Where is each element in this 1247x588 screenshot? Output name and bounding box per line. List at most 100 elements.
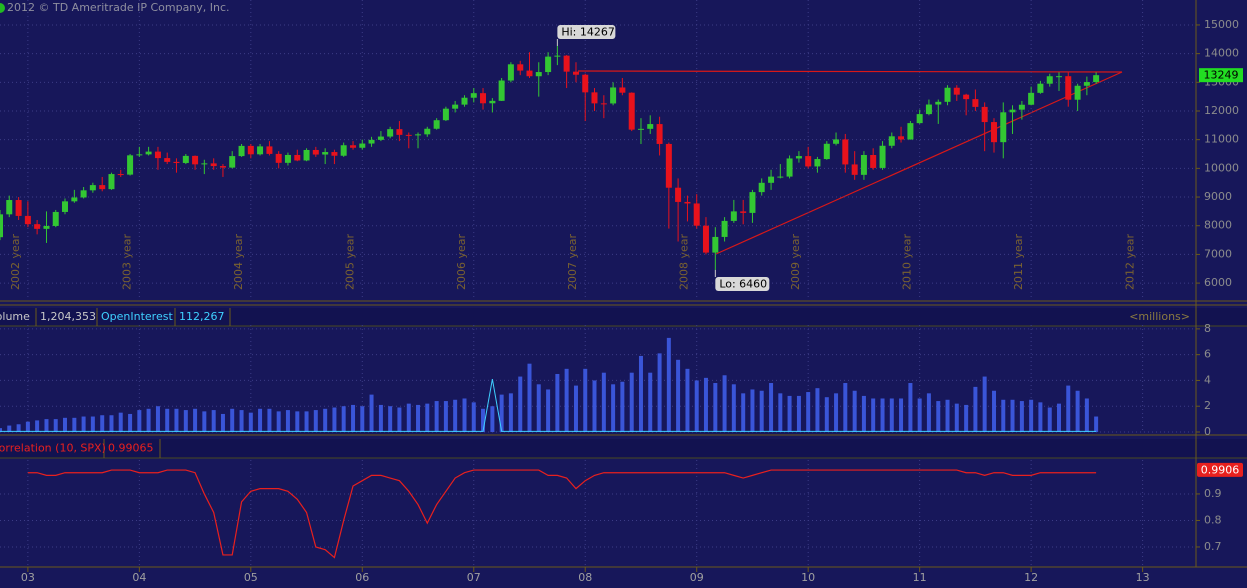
volume-bar	[388, 406, 393, 432]
volume-bar	[908, 383, 913, 432]
y-tick-label: 12000	[1204, 104, 1239, 117]
last-price-label: 13249	[1204, 69, 1239, 82]
correlation-readout: 0.99065	[108, 442, 154, 455]
volume-bar	[936, 401, 941, 432]
volume-bar	[769, 383, 774, 432]
candle-body	[164, 158, 171, 162]
volume-bar	[824, 397, 829, 432]
candle-body	[963, 94, 970, 100]
candle-body	[721, 220, 728, 237]
volume-bar	[360, 406, 365, 432]
volume-bar	[416, 404, 421, 432]
volume-bar	[72, 417, 77, 432]
volume-bar	[676, 359, 681, 432]
candle-body	[684, 201, 691, 204]
candle-body	[238, 145, 245, 157]
candle-body	[43, 225, 50, 229]
period-label: 2004 year	[232, 233, 245, 290]
volume-bar	[638, 355, 643, 432]
candle-body	[377, 136, 384, 140]
volume-bar	[982, 376, 987, 432]
candle-body	[600, 103, 607, 105]
candle-body	[851, 164, 858, 175]
volume-bar	[666, 337, 671, 432]
volume-bar	[648, 372, 653, 432]
volume-bar	[434, 401, 439, 432]
candle-body	[981, 106, 988, 123]
candle-body	[424, 128, 431, 135]
y-tick-label: 15000	[1204, 18, 1239, 31]
volume-bar	[834, 393, 839, 432]
volume-bar	[713, 383, 718, 432]
candle-body	[805, 156, 812, 167]
candle-body	[266, 146, 273, 154]
candle-body	[322, 152, 329, 155]
candle-body	[786, 158, 793, 177]
candle-body	[888, 136, 895, 146]
volume-bar	[193, 408, 198, 432]
period-label: 2003 year	[120, 233, 133, 290]
volume-bar	[583, 368, 588, 432]
candle-body	[173, 161, 180, 163]
y-tick-label: 0	[1204, 425, 1211, 438]
x-tick-label: 12	[1024, 571, 1038, 584]
hi-label: Hi: 14267	[561, 26, 615, 39]
candle-body	[415, 134, 422, 136]
volume-bar	[1038, 402, 1043, 432]
candle-body	[1018, 104, 1025, 110]
volume-bar	[323, 408, 328, 432]
volume-bar	[889, 398, 894, 432]
volume-bar	[397, 407, 402, 432]
volume-bar	[248, 412, 253, 432]
candle-body	[1065, 76, 1072, 100]
volume-bar	[53, 419, 58, 432]
y-tick-label: 6000	[1204, 276, 1232, 289]
x-tick-label: 04	[132, 571, 146, 584]
candle-body	[6, 200, 13, 215]
volume-bar	[109, 415, 114, 432]
candle-body	[647, 124, 654, 129]
volume-bar	[1047, 407, 1052, 432]
candle-body	[350, 145, 357, 148]
volume-bar	[35, 420, 40, 432]
volume-bar	[174, 408, 179, 432]
volume-bar	[861, 395, 866, 432]
period-label: 2011 year	[1012, 233, 1025, 290]
volume-bar	[657, 353, 662, 432]
candle-body	[1028, 92, 1035, 105]
volume-bar	[871, 398, 876, 432]
candle-body	[192, 155, 199, 165]
candle-body	[619, 87, 626, 93]
candle-body	[99, 185, 106, 190]
candle-body	[925, 104, 932, 115]
candle-body	[944, 87, 951, 102]
candle-body	[749, 192, 756, 213]
volume-bar	[7, 425, 12, 432]
volume-bar	[973, 386, 978, 432]
trend-line	[715, 71, 1123, 255]
candle-body	[71, 197, 78, 202]
candle-body	[117, 174, 124, 176]
volume-bar	[332, 407, 337, 432]
volume-bar	[806, 392, 811, 432]
candle-body	[656, 124, 663, 144]
volume-bar	[945, 399, 950, 432]
volume-bar	[211, 410, 216, 432]
volume-bar	[165, 408, 170, 432]
volume-bar	[369, 394, 374, 432]
candle-body	[702, 225, 709, 253]
volume-bar	[16, 424, 21, 432]
candle-body	[387, 129, 394, 137]
candle-body	[740, 211, 747, 213]
volume-bar	[25, 421, 30, 432]
candle-body	[526, 70, 533, 77]
candle-body	[1046, 76, 1053, 84]
volume-bar	[258, 408, 263, 432]
candle-body	[517, 64, 524, 71]
volume-bar	[1029, 399, 1034, 432]
unit-label: <millions>	[1129, 310, 1190, 323]
oi-readout: 112,267	[179, 310, 225, 323]
volume-bar	[1010, 399, 1015, 432]
candle-body	[898, 136, 905, 140]
